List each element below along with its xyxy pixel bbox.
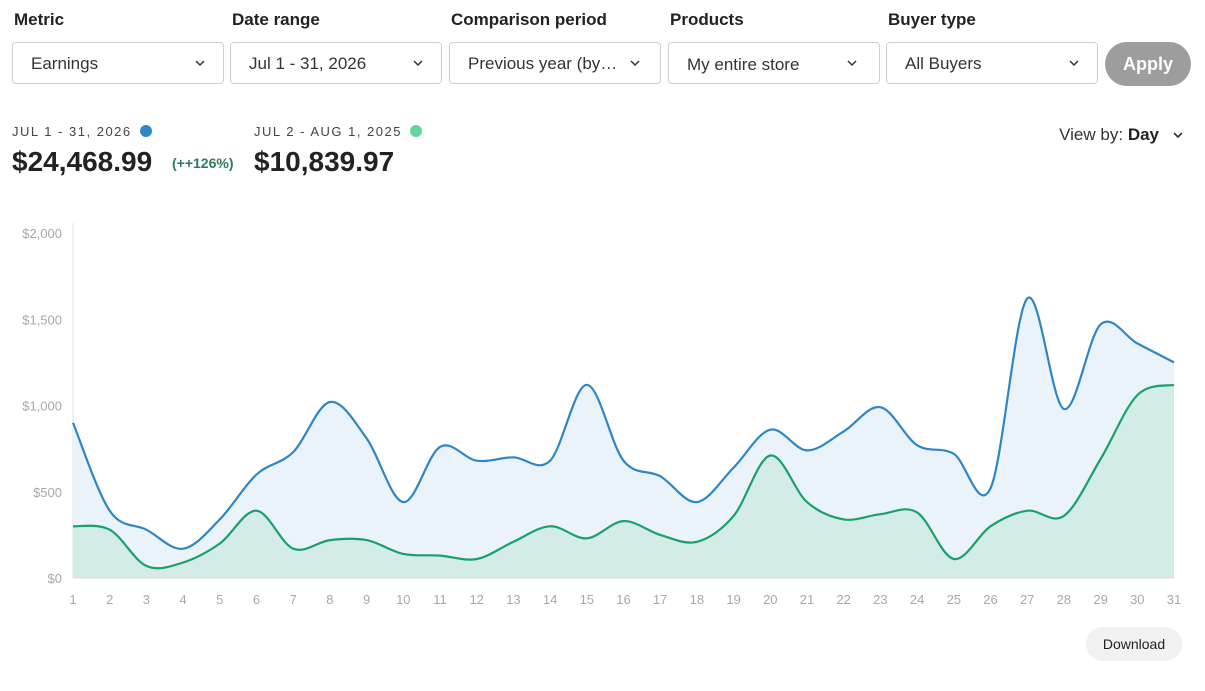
y-tick-label: $500: [33, 485, 62, 500]
series-0-area: [73, 297, 1174, 578]
buyer-type-label: Buyer type: [888, 10, 976, 29]
download-button[interactable]: Download: [1086, 627, 1182, 661]
x-tick-label: 20: [763, 592, 777, 607]
series-1-area: [73, 384, 1174, 578]
x-tick-label: 16: [616, 592, 630, 607]
x-tick-label: 4: [179, 592, 186, 607]
x-tick-label: 22: [836, 592, 850, 607]
metric-value: Earnings: [31, 54, 99, 73]
view-by-select[interactable]: View by: Day: [1059, 125, 1159, 145]
x-tick-label: 3: [143, 592, 150, 607]
chevron-down-icon: [847, 60, 857, 67]
current-period-text: JUL 1 - 31, 2026: [12, 124, 132, 139]
y-tick-label: $2,000: [22, 226, 62, 241]
previous-period-label: JUL 2 - AUG 1, 2025: [254, 124, 422, 139]
chevron-down-icon: [413, 60, 423, 67]
x-tick-label: 8: [326, 592, 333, 607]
x-tick-label: 31: [1167, 592, 1181, 607]
comparison-select[interactable]: Previous year (by…: [449, 42, 661, 84]
previous-total: $10,839.97: [254, 146, 395, 177]
x-tick-label: 10: [396, 592, 410, 607]
date-range-label: Date range: [232, 10, 320, 29]
x-tick-label: 2: [106, 592, 113, 607]
chevron-down-icon: [1069, 60, 1079, 67]
products-label: Products: [670, 10, 744, 29]
y-tick-label: $1,500: [22, 312, 62, 327]
comparison-value: Previous year (by…: [468, 54, 618, 73]
apply-button[interactable]: Apply: [1105, 42, 1191, 86]
products-select[interactable]: My entire store: [668, 42, 880, 84]
chevron-down-icon: [195, 60, 205, 67]
x-tick-label: 7: [290, 592, 297, 607]
current-total: $24,468.99: [12, 146, 153, 177]
x-tick-label: 19: [726, 592, 740, 607]
summary-section: JUL 1 - 31, 2026 $24,468.99 (++126%) JUL…: [12, 118, 1197, 188]
date-range-value: Jul 1 - 31, 2026: [249, 54, 367, 73]
x-tick-label: 26: [983, 592, 997, 607]
x-tick-label: 6: [253, 592, 260, 607]
x-tick-label: 12: [469, 592, 483, 607]
series-1-line: [72, 383, 1175, 570]
x-tick-label: 18: [690, 592, 704, 607]
x-tick-label: 13: [506, 592, 520, 607]
metric-select[interactable]: Earnings: [12, 42, 224, 84]
x-tick-label: 28: [1057, 592, 1071, 607]
date-range-select[interactable]: Jul 1 - 31, 2026: [230, 42, 442, 84]
x-tick-label: 5: [216, 592, 223, 607]
x-tick-label: 25: [947, 592, 961, 607]
comparison-label: Comparison period: [451, 10, 607, 29]
current-period-label: JUL 1 - 31, 2026: [12, 124, 152, 139]
x-tick-label: 9: [363, 592, 370, 607]
change-percent: (++126%): [172, 155, 234, 171]
x-tick-label: 30: [1130, 592, 1144, 607]
chevron-down-icon: [630, 60, 640, 67]
x-tick-label: 15: [580, 592, 594, 607]
x-tick-label: 24: [910, 592, 924, 607]
x-tick-label: 1: [69, 592, 76, 607]
metric-label: Metric: [14, 10, 65, 29]
x-tick-label: 27: [1020, 592, 1034, 607]
chevron-down-icon[interactable]: [1173, 130, 1183, 140]
buyer-type-value: All Buyers: [905, 54, 982, 73]
products-value: My entire store: [687, 55, 800, 74]
x-tick-label: 29: [1093, 592, 1107, 607]
previous-period-text: JUL 2 - AUG 1, 2025: [254, 124, 402, 139]
x-tick-label: 23: [873, 592, 887, 607]
x-tick-label: 11: [433, 592, 447, 607]
view-by-value: Day: [1127, 125, 1159, 144]
current-period-legend-dot: [139, 125, 152, 137]
x-tick-label: 14: [543, 592, 557, 607]
view-by-label: View by:: [1059, 125, 1124, 144]
previous-period-legend-dot: [409, 125, 422, 137]
filter-bar: Metric Earnings Date range Jul 1 - 31, 2…: [12, 0, 1197, 90]
y-tick-label: $0: [48, 571, 62, 586]
series-0-line: [71, 296, 1175, 550]
y-tick-label: $1,000: [22, 399, 62, 414]
x-tick-label: 17: [653, 592, 667, 607]
buyer-type-select[interactable]: All Buyers: [886, 42, 1098, 84]
x-tick-label: 21: [800, 592, 814, 607]
